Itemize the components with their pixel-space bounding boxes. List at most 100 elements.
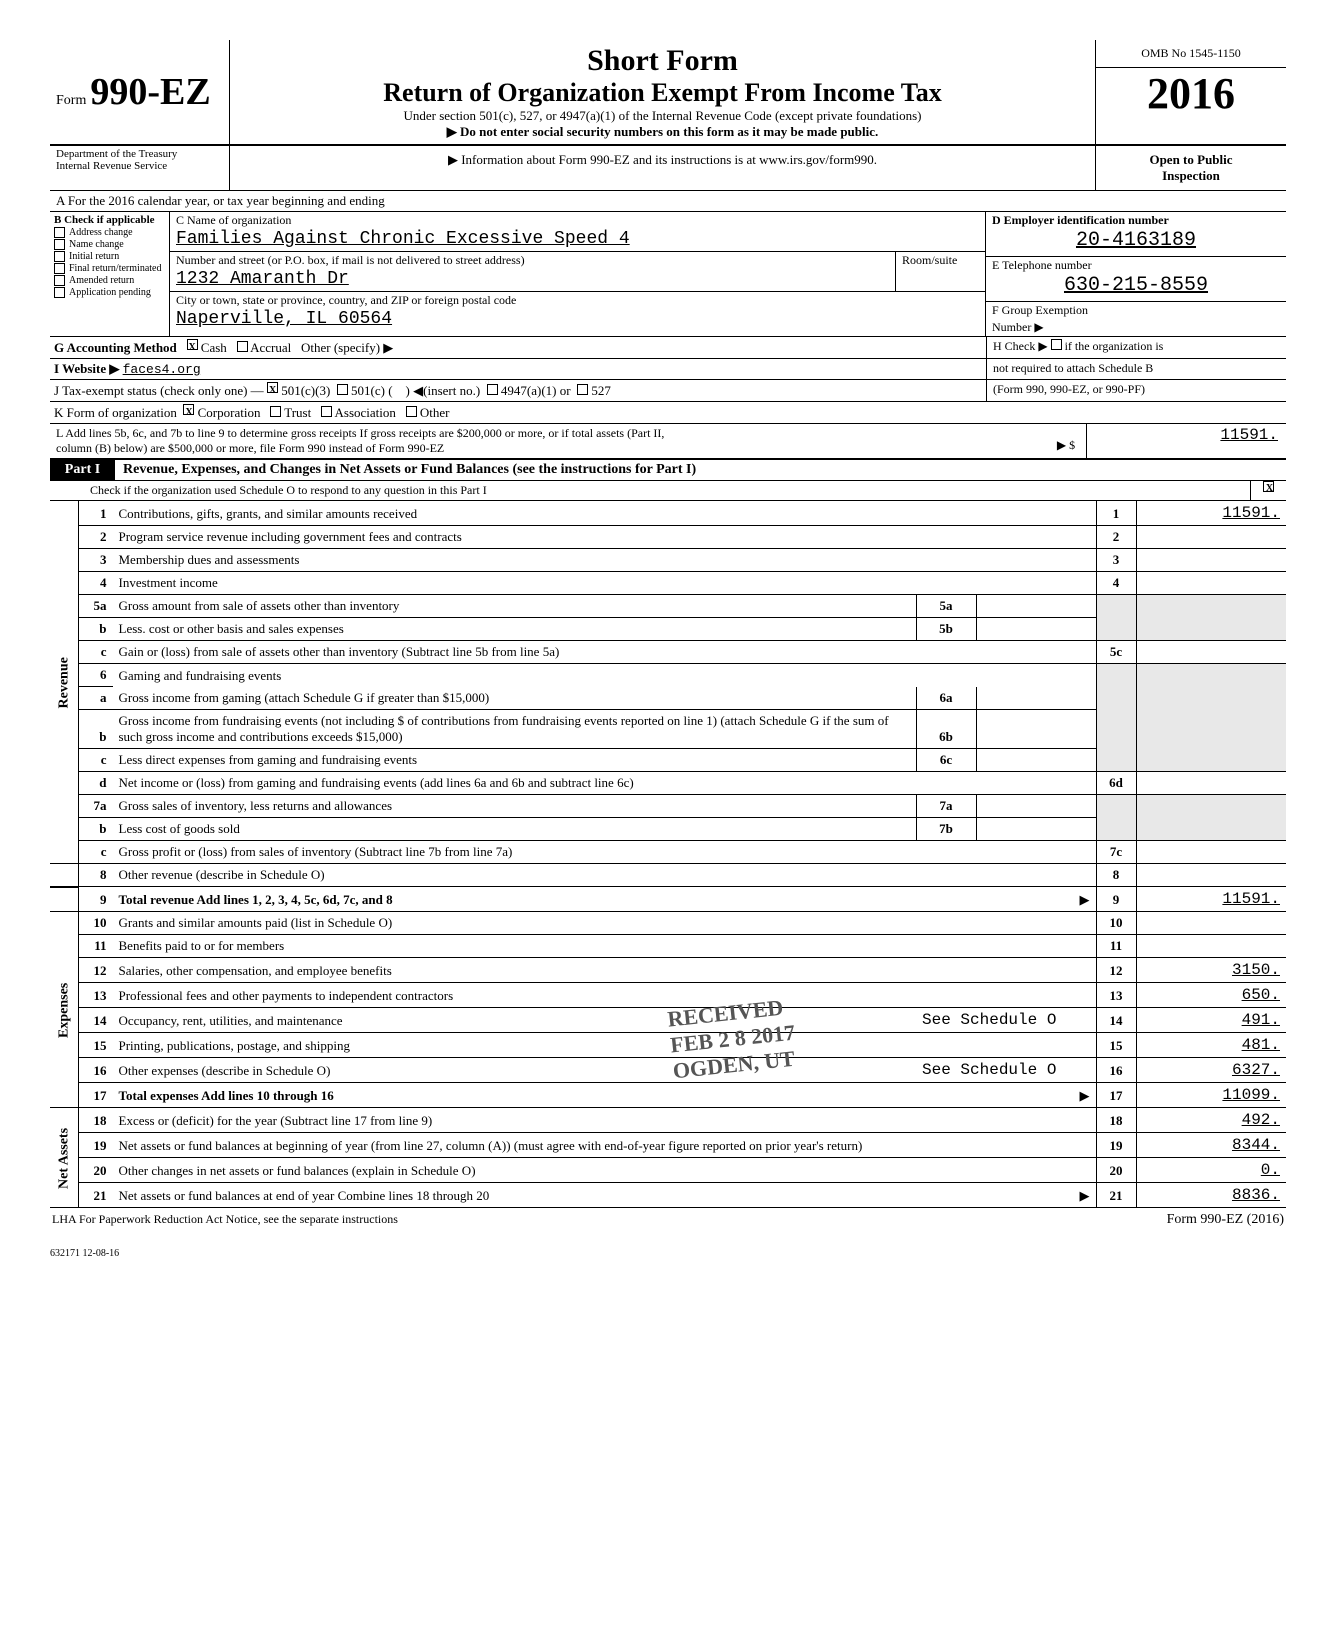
val-12: 3150. — [1136, 958, 1286, 983]
form-header: Form 990-EZ Short Form Return of Organiz… — [50, 40, 1286, 146]
val-5c — [1136, 641, 1286, 664]
room-label: Room/suite — [896, 252, 985, 269]
telephone: 630-215-8559 — [986, 274, 1286, 301]
line-20: 20 Other changes in net assets or fund b… — [50, 1158, 1286, 1183]
l-arrow: ▶ $ — [1046, 424, 1086, 458]
part1-table: Revenue 1 Contributions, gifts, grants, … — [50, 501, 1286, 1208]
val-2 — [1136, 526, 1286, 549]
block-c: C Name of organization Families Against … — [170, 212, 986, 336]
street-label: Number and street (or P.O. box, if mail … — [170, 252, 895, 269]
val-17: 11099. — [1136, 1083, 1286, 1108]
l-text1: L Add lines 5b, 6c, and 7b to line 9 to … — [56, 426, 1040, 441]
line-15: 15 Printing, publications, postage, and … — [50, 1033, 1286, 1058]
val-18: 492. — [1136, 1108, 1286, 1133]
val-15: 481. — [1136, 1033, 1286, 1058]
val-20: 0. — [1136, 1158, 1286, 1183]
val-16: 6327. — [1136, 1058, 1286, 1083]
chk-name-change[interactable]: Name change — [54, 239, 165, 250]
chk-assoc[interactable] — [321, 406, 332, 417]
line-2: 2 Program service revenue including gove… — [50, 526, 1286, 549]
line-6d: d Net income or (loss) from gaming and f… — [50, 772, 1286, 795]
line-5a: 5a Gross amount from sale of assets othe… — [50, 595, 1286, 618]
f-label: F Group Exemption — [986, 302, 1286, 319]
line-8: 8 Other revenue (describe in Schedule O)… — [50, 864, 1286, 887]
chk-initial-return[interactable]: Initial return — [54, 251, 165, 262]
chk-amended-return[interactable]: Amended return — [54, 275, 165, 286]
line-21: 21 Net assets or fund balances at end of… — [50, 1183, 1286, 1208]
block-b-checkboxes: B Check if applicable Address change Nam… — [50, 212, 170, 336]
chk-501c[interactable] — [337, 384, 348, 395]
chk-final-return[interactable]: Final return/terminated — [54, 263, 165, 274]
val-21: 8836. — [1136, 1183, 1286, 1208]
header-right: OMB No 1545-1150 2016 — [1096, 40, 1286, 144]
j-label: J Tax-exempt status (check only one) — — [54, 383, 264, 398]
form-footer: Form 990-EZ (2016) — [1167, 1212, 1284, 1228]
vendor-code: 632171 12-08-16 — [50, 1232, 1286, 1259]
chk-501c3[interactable] — [267, 382, 278, 393]
chk-trust[interactable] — [270, 406, 281, 417]
h-line2: not required to attach Schedule B — [986, 359, 1286, 379]
h-line3: (Form 990, 990-EZ, or 990-PF) — [986, 380, 1286, 401]
chk-other-org[interactable] — [406, 406, 417, 417]
chk-corp[interactable] — [183, 404, 194, 415]
chk-4947[interactable] — [487, 384, 498, 395]
row-g: G Accounting Method Cash Accrual Other (… — [50, 337, 1286, 359]
line-3: 3 Membership dues and assessments 3 — [50, 549, 1286, 572]
line-16: 16 Other expenses (describe in Schedule … — [50, 1058, 1286, 1083]
chk-cash[interactable] — [187, 339, 198, 350]
part1-header: Part I Revenue, Expenses, and Changes in… — [50, 460, 1286, 481]
form-990ez: Form 990-EZ Short Form Return of Organiz… — [50, 40, 1286, 1259]
open-inspection: Open to Public Inspection — [1096, 146, 1286, 190]
chk-application-pending[interactable]: Application pending — [54, 287, 165, 298]
inspection: Inspection — [1100, 168, 1282, 184]
schedule-o-check-row: Check if the organization used Schedule … — [50, 481, 1286, 501]
d-label: D Employer identification number — [986, 212, 1286, 229]
val-6d — [1136, 772, 1286, 795]
form-title-block: Short Form Return of Organization Exempt… — [230, 40, 1096, 144]
omb-number: OMB No 1545-1150 — [1096, 40, 1286, 68]
line-7c: c Gross profit or (loss) from sales of i… — [50, 841, 1286, 864]
lha-notice: LHA For Paperwork Reduction Act Notice, … — [52, 1212, 398, 1228]
row-bcd: B Check if applicable Address change Nam… — [50, 212, 1286, 337]
tax-year: 2016 — [1096, 68, 1286, 119]
form-number: 990-EZ — [90, 71, 210, 113]
dept-row: Department of the Treasury Internal Reve… — [50, 146, 1286, 191]
form-number-block: Form 990-EZ — [50, 40, 230, 144]
line-11: 11 Benefits paid to or for members 11 — [50, 935, 1286, 958]
val-10 — [1136, 912, 1286, 935]
side-expenses: Expenses — [50, 912, 79, 1108]
val-3 — [1136, 549, 1286, 572]
schedO-text: Check if the organization used Schedule … — [50, 481, 1250, 500]
l-text2: column (B) below) are $500,000 or more, … — [56, 441, 1040, 456]
chk-527[interactable] — [577, 384, 588, 395]
part1-tab: Part I — [50, 460, 115, 480]
row-i: I Website ▶ faces4.org not required to a… — [50, 359, 1286, 380]
chk-schedb[interactable] — [1051, 339, 1062, 350]
block-h: H Check ▶ if the organization is — [986, 337, 1286, 358]
val-7c — [1136, 841, 1286, 864]
ein: 20-4163189 — [986, 229, 1286, 256]
chk-schedule-o[interactable] — [1263, 481, 1274, 492]
val-1: 11591. — [1136, 501, 1286, 526]
info-line: ▶ Information about Form 990-EZ and its … — [230, 146, 1096, 190]
note-16: See Schedule O — [916, 1058, 1096, 1083]
gross-receipts-amount: 11591. — [1086, 424, 1286, 458]
line-19: 19 Net assets or fund balances at beginn… — [50, 1133, 1286, 1158]
val-4 — [1136, 572, 1286, 595]
line-9: 9 Total revenue Add lines 1, 2, 3, 4, 5c… — [50, 887, 1286, 912]
line-5c: c Gain or (loss) from sale of assets oth… — [50, 641, 1286, 664]
val-9: 11591. — [1136, 887, 1286, 912]
subtitle: Under section 501(c), 527, or 4947(a)(1)… — [240, 108, 1085, 124]
org-name: Families Against Chronic Excessive Speed… — [170, 229, 985, 251]
val-8 — [1136, 864, 1286, 887]
line-14: 14 Occupancy, rent, utilities, and maint… — [50, 1008, 1286, 1033]
side-revenue: Revenue — [50, 501, 79, 864]
line-12: 12 Salaries, other compensation, and emp… — [50, 958, 1286, 983]
line-17: 17 Total expenses Add lines 10 through 1… — [50, 1083, 1286, 1108]
chk-address-change[interactable]: Address change — [54, 227, 165, 238]
k-label: K Form of organization — [54, 405, 177, 420]
g-label: G Accounting Method — [54, 340, 177, 355]
i-label: I Website ▶ — [54, 361, 119, 376]
chk-accrual[interactable] — [237, 341, 248, 352]
val-19: 8344. — [1136, 1133, 1286, 1158]
